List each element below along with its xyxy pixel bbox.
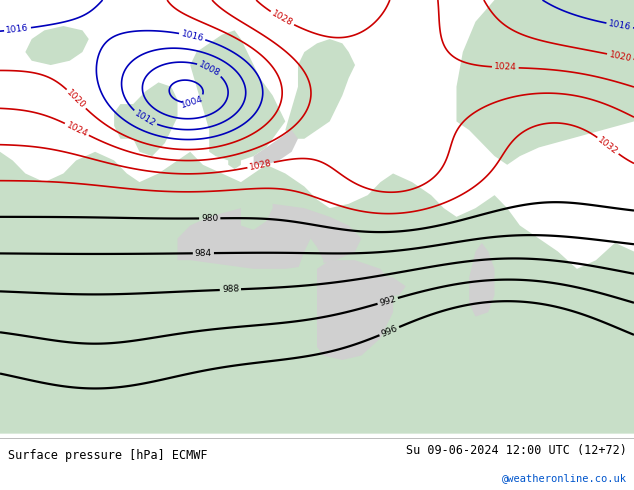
Polygon shape: [558, 345, 577, 356]
Polygon shape: [254, 130, 298, 165]
Polygon shape: [444, 347, 460, 356]
Text: 1032: 1032: [596, 135, 620, 156]
Polygon shape: [469, 243, 495, 317]
Polygon shape: [495, 330, 514, 338]
Text: 996: 996: [380, 324, 399, 339]
Text: 1012: 1012: [133, 109, 157, 128]
Polygon shape: [456, 0, 634, 165]
Polygon shape: [520, 356, 545, 368]
Polygon shape: [241, 173, 273, 230]
Text: 1008: 1008: [197, 59, 222, 78]
Text: 1016: 1016: [6, 24, 29, 35]
Text: 1024: 1024: [494, 63, 517, 73]
Polygon shape: [0, 152, 634, 434]
Polygon shape: [602, 338, 618, 347]
Text: 1016: 1016: [607, 19, 632, 32]
Text: Surface pressure [hPa] ECMWF: Surface pressure [hPa] ECMWF: [8, 448, 207, 462]
Polygon shape: [228, 143, 241, 169]
Polygon shape: [482, 375, 495, 382]
Text: 988: 988: [222, 285, 239, 294]
Polygon shape: [539, 382, 555, 390]
Polygon shape: [298, 239, 323, 299]
Text: 1028: 1028: [249, 158, 273, 172]
Text: 1020: 1020: [65, 88, 87, 110]
Text: 1004: 1004: [180, 95, 205, 110]
Text: 1016: 1016: [180, 29, 205, 43]
Polygon shape: [583, 373, 602, 382]
Polygon shape: [285, 39, 355, 139]
Polygon shape: [190, 30, 285, 160]
Text: 984: 984: [195, 248, 212, 258]
Text: Su 09-06-2024 12:00 UTC (12+72): Su 09-06-2024 12:00 UTC (12+72): [406, 444, 626, 457]
Polygon shape: [127, 82, 178, 156]
Text: 992: 992: [378, 294, 397, 308]
Text: 1020: 1020: [608, 50, 632, 63]
Polygon shape: [317, 260, 393, 360]
Text: 980: 980: [201, 214, 218, 223]
Polygon shape: [25, 26, 89, 65]
Polygon shape: [178, 204, 361, 269]
Polygon shape: [330, 273, 406, 299]
Text: @weatheronline.co.uk: @weatheronline.co.uk: [501, 472, 626, 483]
Text: 1028: 1028: [270, 9, 294, 28]
Polygon shape: [114, 104, 139, 139]
Text: 1024: 1024: [65, 120, 89, 139]
